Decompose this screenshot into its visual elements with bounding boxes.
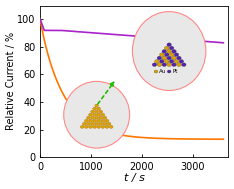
Circle shape xyxy=(165,46,169,50)
Circle shape xyxy=(84,125,88,128)
Circle shape xyxy=(95,116,99,119)
Circle shape xyxy=(177,56,181,60)
Circle shape xyxy=(174,53,179,57)
Circle shape xyxy=(99,110,103,113)
Circle shape xyxy=(177,63,181,67)
Circle shape xyxy=(157,63,162,67)
Circle shape xyxy=(87,116,90,119)
Circle shape xyxy=(160,53,164,57)
Circle shape xyxy=(101,125,105,128)
Circle shape xyxy=(101,119,105,122)
Circle shape xyxy=(174,60,179,63)
Circle shape xyxy=(169,53,174,57)
Circle shape xyxy=(155,60,159,63)
Circle shape xyxy=(167,56,171,60)
Circle shape xyxy=(95,104,99,107)
Circle shape xyxy=(88,113,92,116)
Circle shape xyxy=(97,119,101,122)
Circle shape xyxy=(167,63,171,67)
Circle shape xyxy=(169,60,174,63)
Circle shape xyxy=(95,122,99,125)
Circle shape xyxy=(88,125,92,128)
Circle shape xyxy=(154,70,158,73)
Circle shape xyxy=(182,63,186,67)
Circle shape xyxy=(88,119,92,122)
Circle shape xyxy=(93,125,96,128)
Circle shape xyxy=(167,43,171,46)
Circle shape xyxy=(82,122,86,125)
Circle shape xyxy=(103,122,107,125)
Y-axis label: Relative Current / %: Relative Current / % xyxy=(6,32,15,130)
Text: Au: Au xyxy=(159,69,167,74)
Circle shape xyxy=(165,60,169,63)
Text: Pt: Pt xyxy=(172,69,178,74)
Circle shape xyxy=(95,110,99,113)
Circle shape xyxy=(162,50,167,53)
Circle shape xyxy=(97,125,101,128)
Circle shape xyxy=(157,56,162,60)
Circle shape xyxy=(87,122,90,125)
Circle shape xyxy=(93,113,96,116)
Circle shape xyxy=(160,60,164,63)
Ellipse shape xyxy=(64,81,130,148)
Circle shape xyxy=(162,56,167,60)
Circle shape xyxy=(93,107,96,110)
Circle shape xyxy=(172,50,176,53)
Circle shape xyxy=(172,56,176,60)
Circle shape xyxy=(105,125,109,128)
Circle shape xyxy=(169,46,174,50)
Circle shape xyxy=(99,116,103,119)
X-axis label: t / s: t / s xyxy=(124,174,145,184)
Circle shape xyxy=(99,122,103,125)
Circle shape xyxy=(91,122,94,125)
Circle shape xyxy=(91,116,94,119)
Circle shape xyxy=(172,63,176,67)
Circle shape xyxy=(152,63,157,67)
Circle shape xyxy=(167,50,171,53)
Circle shape xyxy=(93,119,96,122)
Circle shape xyxy=(91,110,94,113)
Circle shape xyxy=(97,107,101,110)
Circle shape xyxy=(105,119,109,122)
Ellipse shape xyxy=(132,12,206,91)
Circle shape xyxy=(167,70,171,73)
Circle shape xyxy=(165,53,169,57)
Circle shape xyxy=(103,116,107,119)
Circle shape xyxy=(162,63,167,67)
Circle shape xyxy=(84,119,88,122)
Circle shape xyxy=(97,113,101,116)
Circle shape xyxy=(179,60,184,63)
Circle shape xyxy=(109,125,113,128)
Circle shape xyxy=(80,125,84,128)
Circle shape xyxy=(107,122,111,125)
Circle shape xyxy=(101,113,105,116)
